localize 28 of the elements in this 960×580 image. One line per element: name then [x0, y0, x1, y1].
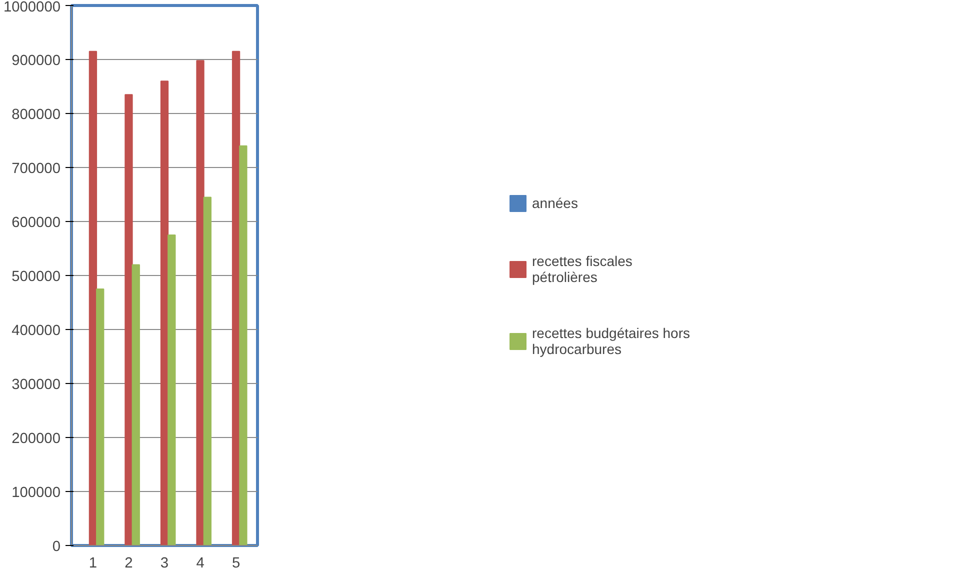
bar: [160, 80, 169, 546]
bar: [239, 145, 248, 546]
bar: [132, 264, 140, 546]
y-tick-label: 600000: [12, 215, 61, 231]
bar: [196, 60, 204, 546]
bar: [203, 196, 212, 546]
bar: [96, 288, 104, 546]
y-tick-label: 100000: [12, 485, 61, 501]
x-tick-label: 3: [160, 556, 169, 572]
y-tick-label: 800000: [12, 107, 61, 123]
legend-label: recettes budgétaires hors hydrocarbures: [532, 325, 690, 357]
bar: [168, 234, 176, 546]
x-tick-label: 4: [196, 556, 204, 572]
legend-label: recettes fiscales pétrolières: [532, 253, 632, 285]
y-tick-label: 0: [52, 539, 61, 555]
x-tick-label: 1: [88, 556, 98, 572]
y-tick-label: 700000: [12, 161, 61, 177]
y-tick-label: 400000: [12, 323, 61, 339]
bar: [88, 50, 98, 546]
y-tick-label: 900000: [12, 53, 61, 69]
y-tick-label: 300000: [12, 377, 61, 393]
x-tick-label: 2: [124, 556, 133, 572]
x-tick-label: 5: [232, 556, 240, 572]
y-tick-label: 200000: [12, 431, 61, 447]
bar: [124, 94, 133, 546]
legend-label: années: [532, 195, 579, 211]
y-tick-label: 500000: [12, 269, 61, 285]
y-tick-label: 1000000: [3, 0, 61, 16]
